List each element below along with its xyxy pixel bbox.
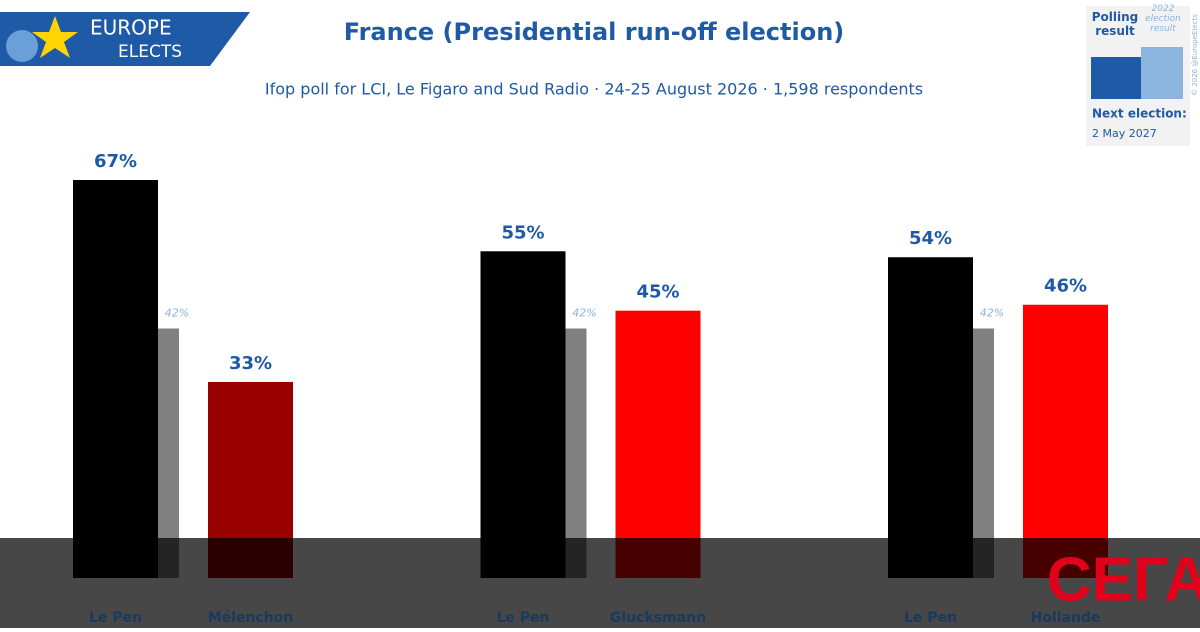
x-tick-label: Le Pen xyxy=(496,610,549,626)
value-label: 33% xyxy=(229,353,272,374)
legend-swatch xyxy=(1091,57,1141,99)
bar xyxy=(1023,304,1108,578)
copyright: © 2026 @EuropeElects xyxy=(1191,14,1199,96)
next-label: Next election: xyxy=(1092,107,1187,121)
logo-text: EUROPE xyxy=(90,16,172,40)
previous-bar xyxy=(158,328,179,578)
value-label: 46% xyxy=(1044,276,1087,297)
value-label: 67% xyxy=(94,151,137,172)
bar xyxy=(73,180,158,578)
previous-label: 42% xyxy=(165,307,189,320)
logo-globe xyxy=(6,30,38,62)
legend-label: Polling result xyxy=(1091,10,1139,38)
x-tick-label: Le Pen xyxy=(89,610,142,626)
x-tick-label: Glucksmann xyxy=(610,610,706,626)
x-tick-label: Hollande xyxy=(1031,610,1101,626)
watermark: СЕГА xyxy=(1047,545,1200,614)
legend-swatch xyxy=(1141,47,1183,99)
previous-bar xyxy=(565,328,587,578)
chart-title: France (Presidential run-off election) xyxy=(344,18,845,46)
x-tick-label: Mélenchon xyxy=(208,610,294,626)
logo-star xyxy=(32,16,78,58)
bar xyxy=(480,251,566,579)
bar xyxy=(615,310,701,578)
previous-bar xyxy=(973,328,994,578)
overlay xyxy=(0,538,1200,628)
labels: Le Pen Mélenchon Le Pen Glucksmann Le Pen Hol… xyxy=(89,610,1100,626)
legend-text: 2022 election result xyxy=(1145,4,1181,34)
value-label: 54% xyxy=(909,228,952,249)
value-label: 55% xyxy=(501,222,544,243)
legend-text: Polling result xyxy=(1091,10,1139,38)
next-date: 2 May 2027 xyxy=(1092,127,1157,140)
logo-text: ELECTS xyxy=(118,42,182,62)
legend-label: 2022 election result xyxy=(1145,4,1181,34)
previous-label: 42% xyxy=(980,307,1004,320)
chart-subtitle: Ifop poll for LCI, Le Figaro and Sud Rad… xyxy=(265,80,923,99)
bar xyxy=(888,257,973,578)
previous-label: 42% xyxy=(572,307,596,320)
value-label: 45% xyxy=(636,282,679,303)
plot: 42% 67% 33% 42% 55% 45% 42% 54% 46% xyxy=(73,151,1108,579)
x-tick-label: Le Pen xyxy=(904,610,957,626)
